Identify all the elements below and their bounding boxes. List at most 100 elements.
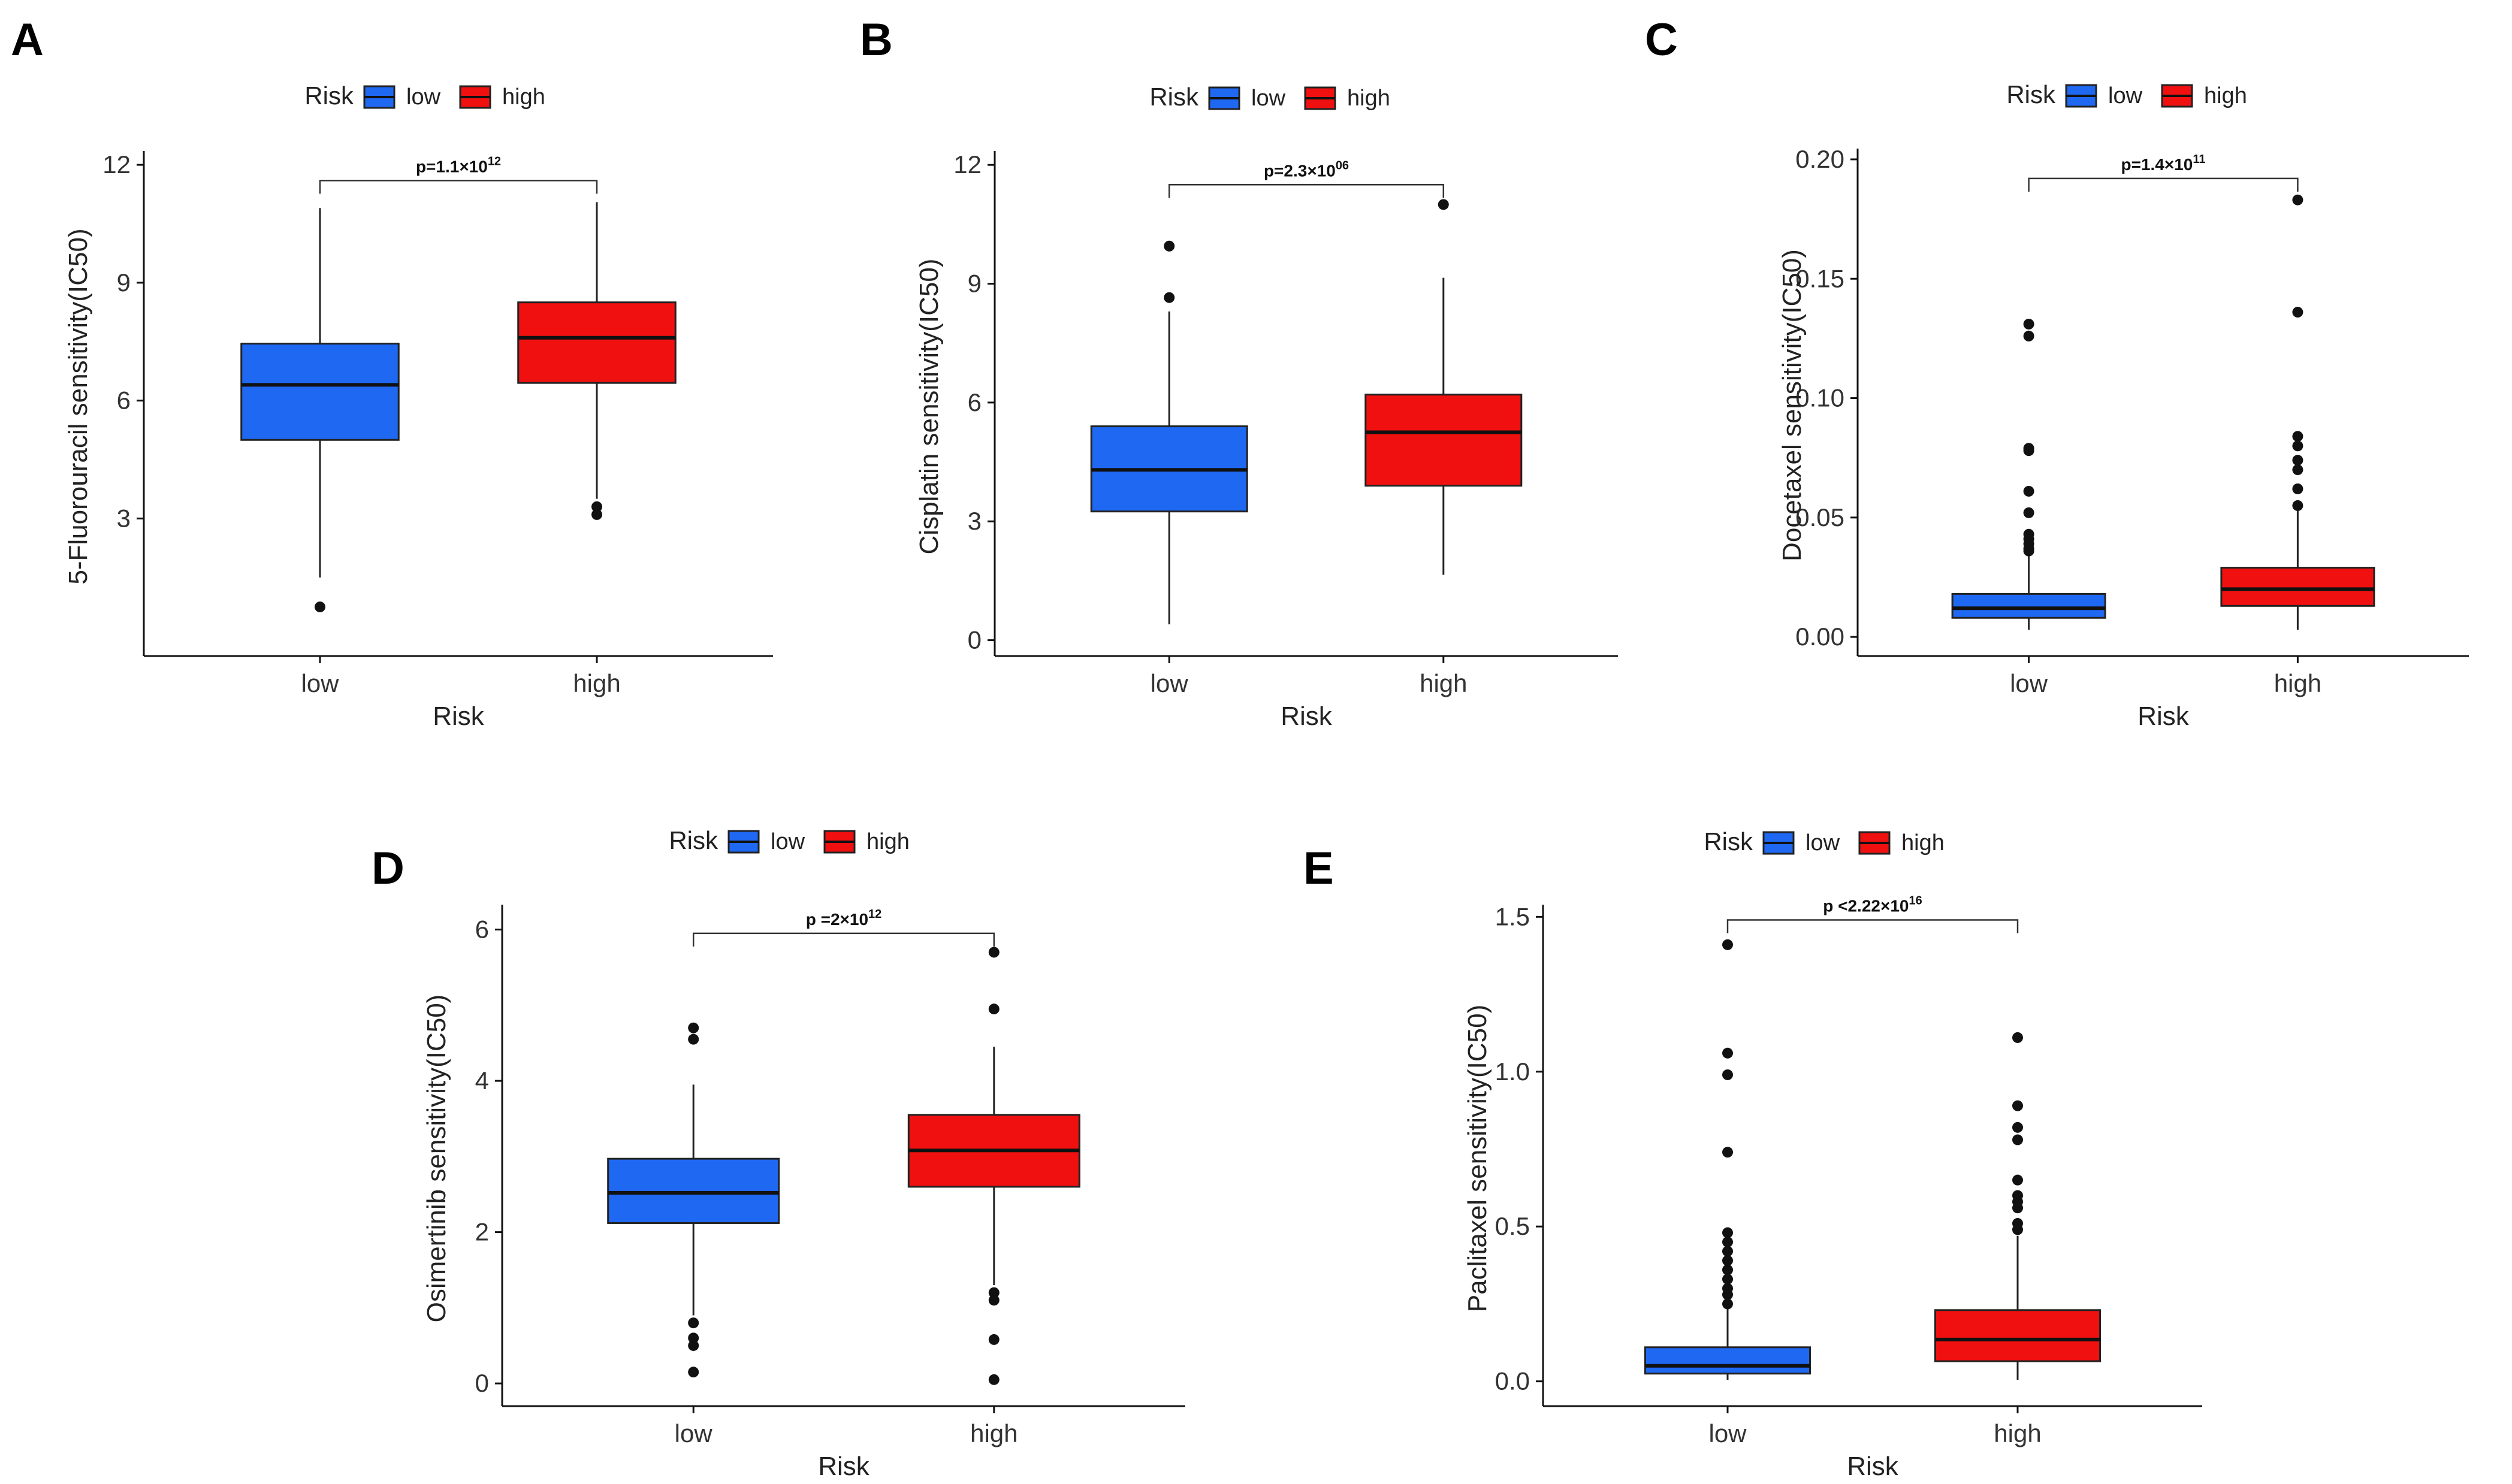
legend-title: Risk xyxy=(669,826,718,854)
outlier-point xyxy=(688,1367,699,1378)
y-tick-label: 0.20 xyxy=(1795,145,1844,173)
iqr-box xyxy=(240,343,400,441)
p-value-text: p =2×10 xyxy=(806,910,868,929)
x-tick-label-low: low xyxy=(1151,669,1189,697)
legend-label-high: high xyxy=(866,829,910,854)
legend: Risk low high xyxy=(304,81,545,110)
box-high xyxy=(1934,1032,2101,1380)
outlier-point xyxy=(2012,1032,2023,1043)
outlier-point xyxy=(315,602,325,613)
y-tick-label: 2 xyxy=(475,1218,489,1246)
outlier-point xyxy=(2023,318,2034,330)
iqr-box xyxy=(1951,593,2106,619)
outlier-point xyxy=(2012,1100,2023,1111)
y-tick-label: 0.10 xyxy=(1795,384,1844,412)
x-tick-label-low: low xyxy=(301,669,339,697)
box-high xyxy=(517,202,677,520)
iqr-box xyxy=(1364,394,1523,487)
legend-label-low: low xyxy=(2108,83,2143,108)
outlier-point xyxy=(1722,1227,1733,1238)
panel-a: A Risk low high 3 6 9 12 low high Risk 5-Fluorourac… xyxy=(11,14,773,731)
box-low xyxy=(607,1022,780,1378)
outlier-point xyxy=(1722,1047,1733,1059)
outlier-point xyxy=(1722,1069,1733,1080)
p-value-text: p=2.3×10 xyxy=(1264,161,1336,180)
panel-letter: D xyxy=(372,843,404,894)
x-tick-label-low: low xyxy=(675,1419,713,1447)
x-tick-label-high: high xyxy=(2274,669,2321,697)
legend-label-high: high xyxy=(1901,830,1945,856)
y-tick-label: 9 xyxy=(968,270,982,298)
panel-d: D Risk low high 0 2 4 6 low high Risk Osimertinib s… xyxy=(372,826,1185,1481)
outlier-point xyxy=(988,947,1000,958)
outlier-point xyxy=(2292,483,2303,494)
outlier-point xyxy=(1164,240,1175,252)
outlier-point xyxy=(2292,440,2303,452)
y-tick-label: 0.5 xyxy=(1495,1212,1530,1240)
p-value-label: p <2.22×1016 xyxy=(1823,894,1922,915)
outlier-point xyxy=(2023,528,2034,540)
p-value-exponent: 12 xyxy=(488,155,501,168)
p-value-label: p=2.3×1006 xyxy=(1264,159,1349,180)
outlier-point xyxy=(988,1295,1000,1306)
significance-bracket xyxy=(319,180,598,194)
p-value-text: p=1.4×10 xyxy=(2121,155,2193,174)
y-tick-label: 1.0 xyxy=(1495,1057,1530,1086)
legend-label-high: high xyxy=(502,84,545,110)
x-tick-label-low: low xyxy=(2010,669,2048,697)
outlier-point xyxy=(2012,1190,2023,1201)
y-tick-label: 1.5 xyxy=(1495,902,1530,930)
x-tick-label-high: high xyxy=(1994,1419,2041,1447)
p-value-text: p <2.22×10 xyxy=(1823,897,1909,915)
iqr-box xyxy=(1934,1309,2101,1362)
outlier-point xyxy=(2292,431,2303,442)
x-axis-title: Risk xyxy=(1281,702,1333,731)
outlier-point xyxy=(591,509,602,520)
outlier-point xyxy=(2023,330,2034,341)
outlier-point xyxy=(1722,1298,1733,1310)
p-value-text: p=1.1×10 xyxy=(416,157,488,176)
outlier-point xyxy=(1722,1274,1733,1285)
box-low xyxy=(240,208,400,613)
y-tick-label: 0.05 xyxy=(1795,503,1844,531)
y-tick-label: 0 xyxy=(475,1369,489,1397)
p-value-exponent: 11 xyxy=(2193,153,2205,166)
p-value-label: p =2×1012 xyxy=(806,908,882,929)
p-value-exponent: 12 xyxy=(868,908,881,921)
x-axis-title: Risk xyxy=(1847,1452,1899,1481)
panel-letter: E xyxy=(1303,843,1334,894)
x-tick-label-low: low xyxy=(1708,1419,1747,1447)
y-tick-label: 6 xyxy=(475,915,489,944)
outlier-point xyxy=(1722,1283,1733,1294)
outlier-point xyxy=(2012,1218,2023,1229)
y-axis-title: Docetaxel sensitivity(IC50) xyxy=(1777,249,1807,561)
y-tick-label: 3 xyxy=(968,507,982,535)
outlier-point xyxy=(688,1022,699,1033)
iqr-box xyxy=(517,301,677,384)
legend-title: Risk xyxy=(2006,80,2056,108)
outlier-point xyxy=(988,1004,1000,1015)
legend-label-high: high xyxy=(1347,86,1390,111)
legend: Risk low high xyxy=(669,826,910,854)
legend: Risk low high xyxy=(1704,827,1945,856)
outlier-point xyxy=(2023,485,2034,497)
box-low xyxy=(1090,240,1248,625)
outlier-point xyxy=(688,1033,699,1045)
outlier-point xyxy=(2292,500,2303,511)
outlier-point xyxy=(688,1340,699,1351)
y-axis-title: 5-Fluorouracil sensitivity(IC50) xyxy=(64,228,93,584)
outlier-point xyxy=(688,1317,699,1329)
outlier-point xyxy=(1164,292,1175,303)
outlier-point xyxy=(2012,1134,2023,1146)
legend-label-low: low xyxy=(1806,830,1840,856)
x-tick-label-high: high xyxy=(573,669,620,697)
significance-bracket xyxy=(1726,919,2019,933)
iqr-box xyxy=(2220,567,2375,607)
box-low xyxy=(1951,318,2106,630)
outlier-point xyxy=(1722,1147,1733,1158)
box-low xyxy=(1644,939,1811,1380)
legend-label-high: high xyxy=(2204,83,2247,108)
outlier-point xyxy=(2023,507,2034,518)
panel-e: E Risk low high 0.0 0.5 1.0 1.5 low high Risk Pacli… xyxy=(1303,827,2202,1481)
outlier-point xyxy=(1722,1246,1733,1257)
